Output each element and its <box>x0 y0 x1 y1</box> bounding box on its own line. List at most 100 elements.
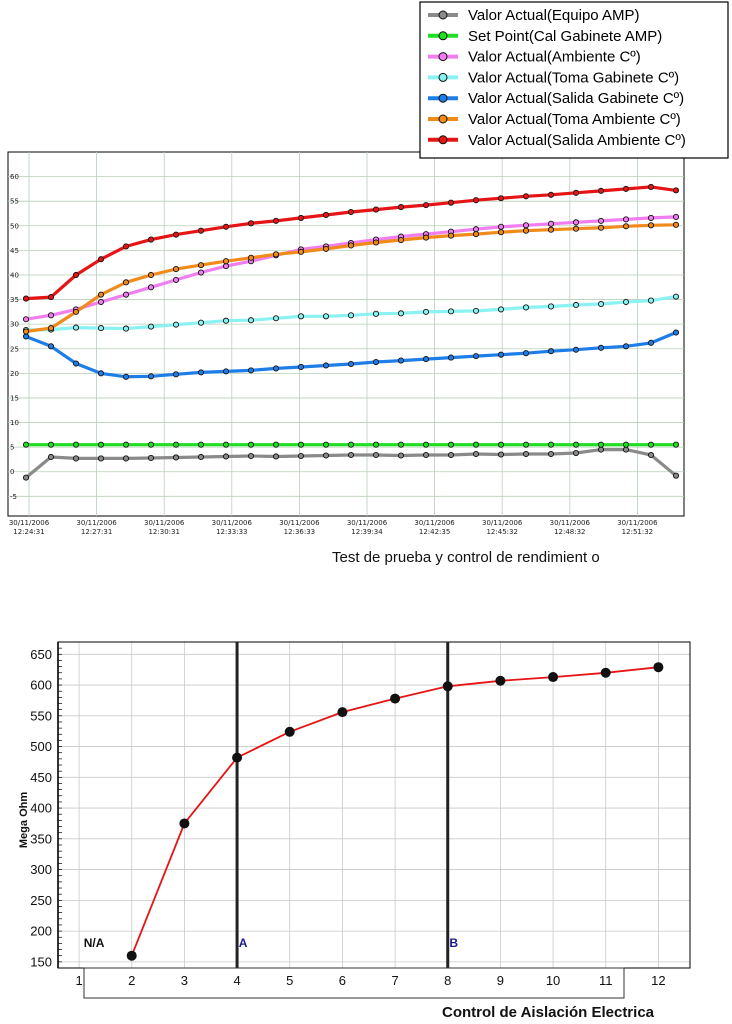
data-point <box>397 441 405 448</box>
data-point <box>47 453 55 461</box>
data-point <box>372 441 380 448</box>
data-point <box>422 234 430 241</box>
data-point <box>72 308 80 315</box>
data-point <box>147 271 155 279</box>
data-point <box>122 373 130 380</box>
data-point <box>172 266 180 273</box>
x-tick-label: 30/11/2006 12:45:32 <box>482 519 523 536</box>
data-point <box>47 312 55 319</box>
data-point <box>222 258 230 265</box>
series-6 <box>22 221 680 335</box>
y-tick-label: 20 <box>10 370 19 378</box>
data-point <box>147 236 155 243</box>
legend-swatch-marker <box>438 72 448 82</box>
data-point <box>147 454 155 462</box>
x-tick-box <box>83 967 625 999</box>
x-tick-label: 2 <box>128 973 135 988</box>
data-point <box>447 232 455 239</box>
y-tick-label: 300 <box>30 862 52 877</box>
x-tick-label: 7 <box>391 973 398 988</box>
y-tick-label: 15 <box>10 394 19 402</box>
data-point <box>147 323 155 330</box>
legend-label: Valor Actual(Equipo AMP) <box>468 7 639 24</box>
data-point <box>447 451 455 459</box>
data-point <box>172 276 180 283</box>
x-axis-label: Control de Aislación Electrica <box>442 1004 655 1021</box>
data-point <box>272 251 280 258</box>
data-point <box>297 313 305 320</box>
y-tick-label: -5 <box>10 493 17 501</box>
data-point <box>647 339 655 346</box>
data-point <box>272 453 280 460</box>
data-point <box>222 453 230 460</box>
series-5 <box>22 329 680 380</box>
data-point <box>347 451 355 459</box>
data-point <box>72 360 80 367</box>
x-tick-label: 30/11/2006 12:39:34 <box>347 519 388 536</box>
data-point <box>597 344 605 351</box>
data-point <box>597 217 605 224</box>
data-point <box>397 357 405 364</box>
x-tick-label: 12 <box>651 973 665 988</box>
data-point <box>547 450 555 458</box>
data-point <box>47 294 55 301</box>
legend-swatch-marker <box>438 10 448 20</box>
y-tick-label: 0 <box>10 468 14 476</box>
data-point <box>97 441 105 448</box>
data-point <box>347 208 355 216</box>
data-point <box>197 453 205 461</box>
y-tick-label: 400 <box>30 801 52 816</box>
y-tick-label: 10 <box>10 419 19 427</box>
y-tick-label: 55 <box>10 198 19 206</box>
data-point <box>222 317 230 324</box>
data-point <box>372 206 380 213</box>
data-point <box>472 231 480 238</box>
data-point <box>647 222 655 229</box>
x-tick-label: 10 <box>546 973 560 988</box>
y-tick-label: 50 <box>10 222 19 230</box>
data-point <box>147 441 155 448</box>
y-tick-label: 250 <box>30 893 52 908</box>
data-point <box>672 187 680 194</box>
data-point <box>672 441 680 448</box>
data-point <box>297 214 305 221</box>
data-point <box>547 303 555 310</box>
data-point <box>497 351 505 358</box>
legend-entry: Valor Actual(Toma Ambiente Cº) <box>428 111 681 128</box>
data-point <box>72 455 80 462</box>
data-point <box>322 362 330 369</box>
data-point <box>297 363 305 371</box>
data-point <box>547 226 555 233</box>
data-point <box>522 441 530 448</box>
x-tick-label: 1 <box>75 973 82 988</box>
data-point <box>472 441 480 448</box>
data-point <box>622 343 630 350</box>
legend-swatch-marker <box>438 31 448 41</box>
data-point <box>247 220 255 227</box>
x-tick-label: 30/11/2006 12:51:32 <box>617 519 658 536</box>
data-point <box>572 189 580 196</box>
data-point <box>337 707 348 718</box>
y-tick-label: 60 <box>10 173 19 181</box>
x-tick-label: 30/11/2006 12:24:31 <box>9 519 50 536</box>
legend-label: Valor Actual(Salida Gabinete Cº) <box>468 90 684 107</box>
data-point <box>222 223 230 230</box>
region-label: N/A <box>84 936 105 950</box>
data-point <box>247 317 255 324</box>
data-point <box>197 369 205 376</box>
x-tick-label: 6 <box>339 973 346 988</box>
data-point <box>622 216 630 223</box>
legend-entry: Valor Actual(Salida Gabinete Cº) <box>428 90 684 107</box>
data-point <box>72 271 80 279</box>
data-point <box>97 291 105 298</box>
y-tick-label: 350 <box>30 831 52 846</box>
x-tick-label: 30/11/2006 12:33:33 <box>212 519 253 536</box>
y-tick-label: 600 <box>30 678 52 693</box>
data-point <box>647 451 655 459</box>
y-tick-label: 200 <box>30 924 52 939</box>
data-point <box>272 441 280 448</box>
data-point <box>247 367 255 374</box>
legend-entry: Valor Actual(Toma Gabinete Cº) <box>428 69 679 86</box>
data-point <box>179 818 190 829</box>
